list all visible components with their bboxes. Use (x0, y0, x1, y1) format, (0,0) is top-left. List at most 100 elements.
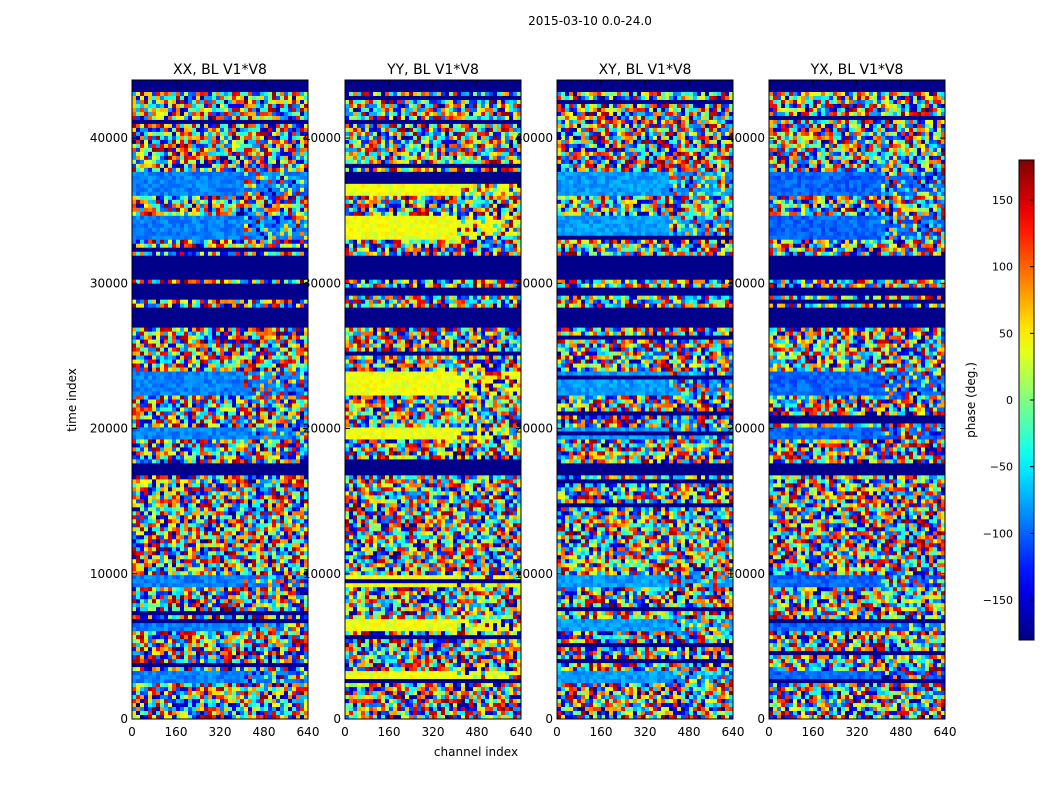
heatmap-cell (272, 136, 276, 140)
heatmap-cell (224, 108, 228, 112)
heatmap-cell (220, 92, 224, 96)
heatmap-cell (148, 96, 152, 100)
heatmap-cell (192, 112, 196, 116)
heatmap-cell (212, 196, 216, 200)
heatmap-cell (144, 160, 148, 164)
heatmap-cell (204, 104, 208, 108)
heatmap-cell (260, 108, 264, 112)
heatmap-cell (192, 116, 196, 120)
heatmap-cell (284, 164, 288, 168)
heatmap-cell (252, 140, 256, 144)
heatmap-cell (268, 116, 272, 120)
heatmap-cell (212, 104, 216, 108)
heatmap-cell (200, 180, 204, 184)
heatmap-cell (200, 208, 204, 212)
heatmap-cell (188, 132, 192, 136)
heatmap-cell (232, 196, 236, 200)
heatmap-cell (188, 152, 192, 156)
heatmap-cell (280, 164, 284, 168)
heatmap-cell (164, 204, 168, 208)
heatmap-cell (272, 192, 276, 196)
heatmap-cell (152, 88, 156, 92)
heatmap-cell (268, 120, 272, 124)
heatmap-cell (164, 84, 168, 88)
heatmap-cell (152, 144, 156, 148)
heatmap-cell (160, 188, 164, 192)
heatmap-cell (136, 104, 140, 108)
heatmap-cell (224, 204, 228, 208)
heatmap-cell (168, 144, 172, 148)
heatmap-cell (268, 132, 272, 136)
heatmap-cell (220, 168, 224, 172)
heatmap-cell (292, 200, 296, 204)
heatmap-cell (184, 84, 188, 88)
heatmap-cell (248, 100, 252, 104)
heatmap-cell (256, 200, 260, 204)
heatmap-cell (284, 168, 288, 172)
heatmap-cell (224, 124, 228, 128)
heatmap-cell (188, 148, 192, 152)
heatmap-cell (140, 108, 144, 112)
heatmap-cell (180, 204, 184, 208)
heatmap-cell (288, 148, 292, 152)
heatmap-cell (256, 108, 260, 112)
heatmap-cell (176, 112, 180, 116)
heatmap-cell (264, 196, 268, 200)
heatmap-cell (164, 208, 168, 212)
heatmap-cell (296, 132, 300, 136)
heatmap-cell (232, 168, 236, 172)
heatmap-cell (196, 196, 200, 200)
heatmap-cell (180, 176, 184, 180)
heatmap-cell (208, 132, 212, 136)
heatmap-cell (240, 112, 244, 116)
heatmap-cell (240, 92, 244, 96)
heatmap-cell (132, 176, 136, 180)
heatmap-cell (132, 148, 136, 152)
heatmap-cell (204, 100, 208, 104)
heatmap-cell (144, 152, 148, 156)
heatmap-cell (164, 144, 168, 148)
heatmap-cell (156, 108, 160, 112)
heatmap-cell (152, 100, 156, 104)
heatmap-cell (164, 132, 168, 136)
heatmap-cell (232, 104, 236, 108)
heatmap-cell (184, 104, 188, 108)
heatmap-cell (152, 160, 156, 164)
heatmap-cell (240, 208, 244, 212)
heatmap-cell (300, 80, 304, 84)
heatmap-cell (296, 192, 300, 196)
heatmap-cell (176, 96, 180, 100)
heatmap-cell (212, 184, 216, 188)
heatmap-cell (204, 188, 208, 192)
heatmap-cell (244, 148, 248, 152)
heatmap-cell (272, 164, 276, 168)
heatmap-cell (256, 148, 260, 152)
heatmap-cell (172, 160, 176, 164)
heatmap-cell (192, 188, 196, 192)
heatmap-cell (148, 156, 152, 160)
heatmap-cell (132, 152, 136, 156)
heatmap-cell (236, 188, 240, 192)
heatmap-cell (268, 172, 272, 176)
heatmap-cell (160, 176, 164, 180)
heatmap-cell (148, 168, 152, 172)
heatmap-cell (188, 196, 192, 200)
heatmap-cell (240, 116, 244, 120)
heatmap-cell (220, 192, 224, 196)
heatmap-cell (172, 116, 176, 120)
heatmap-cell (144, 132, 148, 136)
heatmap-cell (280, 168, 284, 172)
heatmap-cell (224, 128, 228, 132)
heatmap-cell (284, 84, 288, 88)
heatmap-cell (184, 136, 188, 140)
heatmap-cell (204, 128, 208, 132)
heatmap-cell (236, 208, 240, 212)
heatmap-cell (260, 124, 264, 128)
heatmap-cell (160, 156, 164, 160)
heatmap-cell (256, 136, 260, 140)
heatmap-cell (264, 152, 268, 156)
heatmap-cell (248, 112, 252, 116)
heatmap-cell (296, 176, 300, 180)
heatmap-cell (156, 88, 160, 92)
heatmap-cell (156, 136, 160, 140)
